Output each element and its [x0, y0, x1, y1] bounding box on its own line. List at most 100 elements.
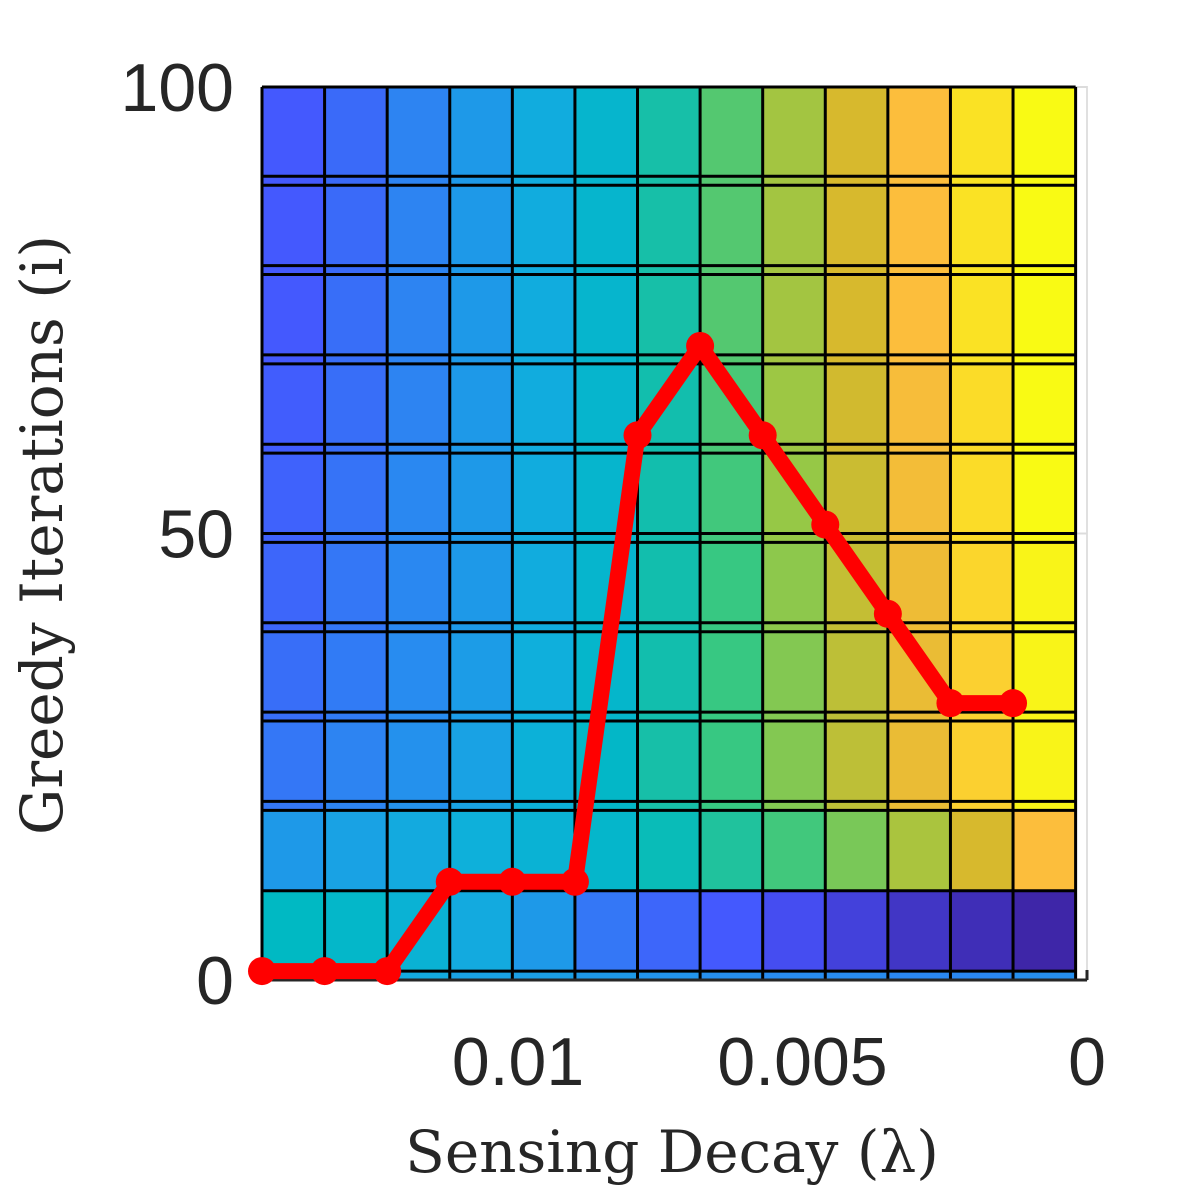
- heatmap-cell: [324, 363, 388, 454]
- heatmap-cell: [1013, 87, 1076, 186]
- heatmap-cell: [324, 185, 388, 275]
- heatmap-cell: [449, 87, 513, 186]
- heatmap-cell: [762, 542, 826, 632]
- heatmap-cell: [825, 971, 888, 980]
- heatmap-cell: [637, 810, 701, 891]
- data-series: [248, 331, 1028, 986]
- heatmap-cell: [574, 185, 638, 275]
- heatmap-cell: [825, 185, 888, 275]
- heatmap-cell: [512, 87, 575, 186]
- x-tick-label: 0: [1068, 1024, 1106, 1100]
- heatmap-cell: [887, 453, 951, 543]
- heatmap-cell: [387, 631, 450, 722]
- series-point: [560, 867, 589, 896]
- series-point: [623, 421, 652, 450]
- series-point: [999, 689, 1028, 718]
- heatmap-cell: [387, 721, 450, 811]
- heatmap-cell: [825, 810, 888, 891]
- heatmap-cell: [512, 890, 575, 972]
- heatmap-cell: [1013, 185, 1076, 275]
- heatmap-cell: [512, 453, 575, 543]
- heatmap-cell: [449, 631, 513, 722]
- heatmap-cell: [1013, 971, 1076, 980]
- heatmap-cell: [449, 971, 513, 980]
- y-axis-label: Greedy Iterations (i): [8, 235, 76, 835]
- heatmap-cell: [637, 87, 701, 186]
- heatmap-cell: [387, 363, 450, 454]
- heatmap-cell: [449, 890, 513, 972]
- heatmap-cell: [324, 721, 388, 811]
- heatmap-cell: [324, 890, 388, 972]
- heatmap-cell: [574, 971, 638, 980]
- heatmap-cell: [262, 721, 325, 811]
- heatmap-cell: [637, 453, 701, 543]
- heatmap-cell: [887, 185, 951, 275]
- heatmap-cell: [887, 274, 951, 364]
- heatmap-cell: [449, 453, 513, 543]
- series-point: [373, 957, 402, 986]
- heatmap-cell: [324, 810, 388, 891]
- heatmap-cell: [950, 890, 1014, 972]
- heatmap-cell: [950, 274, 1014, 364]
- heatmap-cell: [637, 185, 701, 275]
- heatmap-cell: [449, 185, 513, 275]
- series-point: [811, 510, 840, 539]
- heatmap-cell: [637, 890, 701, 972]
- heatmap-cell: [512, 721, 575, 811]
- y-tick-label: 100: [121, 50, 234, 126]
- heatmap-cell: [637, 971, 701, 980]
- heatmap-cell: [512, 971, 575, 980]
- heatmap-cell: [387, 185, 450, 275]
- heatmap-cell: [324, 87, 388, 186]
- heatmap-cell: [762, 185, 826, 275]
- series-point: [686, 331, 715, 360]
- heatmap-cell: [387, 971, 450, 980]
- heatmap-cell: [700, 542, 763, 632]
- heatmap-cell: [324, 453, 388, 543]
- heatmap-cell: [887, 971, 951, 980]
- heatmap-cell: [950, 185, 1014, 275]
- heatmap-cell: [762, 971, 826, 980]
- heatmap-cell: [1013, 890, 1076, 972]
- heatmap-cell: [512, 542, 575, 632]
- heatmap-cell: [262, 810, 325, 891]
- heatmap-cell: [1013, 721, 1076, 811]
- tick-labels: 0.01 0.005 0 0 50 100: [121, 50, 1106, 1100]
- heatmap-cell: [700, 453, 763, 543]
- heatmap-cell: [762, 87, 826, 186]
- heatmap-cell: [950, 721, 1014, 811]
- x-tick-label: 0.005: [717, 1024, 887, 1100]
- heatmap-cell: [762, 721, 826, 811]
- heatmap-cell: [387, 542, 450, 632]
- heatmap-cell: [887, 810, 951, 891]
- heatmap-cell: [637, 631, 701, 722]
- heatmap-cell: [700, 87, 763, 186]
- heatmap-cell: [950, 810, 1014, 891]
- heatmap-cell: [324, 542, 388, 632]
- heatmap-cell: [825, 631, 888, 722]
- heatmap-cell: [387, 274, 450, 364]
- heatmap-cell: [449, 363, 513, 454]
- heatmap-cell: [825, 890, 888, 972]
- heatmap-cell: [700, 890, 763, 972]
- heatmap-cell: [825, 721, 888, 811]
- heatmap-cell: [887, 363, 951, 454]
- heatmap-cell: [262, 631, 325, 722]
- heatmap-cell: [324, 631, 388, 722]
- heatmap-cell: [1013, 453, 1076, 543]
- heatmap-cell: [262, 274, 325, 364]
- series-point: [310, 957, 339, 986]
- heatmap-cell: [449, 274, 513, 364]
- heatmap-cell: [700, 971, 763, 980]
- x-tick-label: 0.01: [452, 1024, 584, 1100]
- heatmap-cell: [449, 721, 513, 811]
- y-tick-label: 0: [196, 943, 234, 1019]
- heatmap-cell: [262, 363, 325, 454]
- heatmap-cell: [762, 274, 826, 364]
- heatmap-cell: [262, 542, 325, 632]
- heatmap-cell: [950, 363, 1014, 454]
- heatmap-cell: [512, 274, 575, 364]
- heatmap-cell: [950, 453, 1014, 543]
- heatmap-cell: [574, 87, 638, 186]
